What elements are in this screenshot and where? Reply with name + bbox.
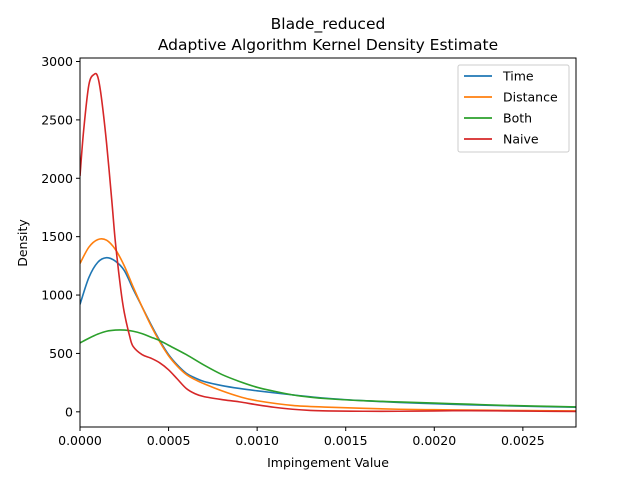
legend-frame <box>457 64 570 153</box>
y-tick-label: 2500 <box>41 112 73 127</box>
y-tick-label: 500 <box>49 346 73 361</box>
y-axis-label: Density <box>15 219 30 267</box>
x-tick-label: 0.0025 <box>501 433 545 448</box>
y-tick-label: 0 <box>65 404 73 419</box>
y-tick-label: 3000 <box>41 54 73 69</box>
x-axis-ticks: 0.0000 0.0005 0.0010 0.0015 0.0020 0.0025 <box>58 427 545 448</box>
x-tick-label: 0.0020 <box>412 433 456 448</box>
chart-title: Blade_reduced <box>271 15 386 34</box>
y-axis-ticks: 0 500 1000 1500 2000 2500 3000 <box>41 54 80 419</box>
y-tick-label: 2000 <box>41 171 73 186</box>
x-axis-label: Impingement Value <box>267 455 389 470</box>
plot-frame <box>79 57 577 428</box>
series-line-distance <box>80 238 576 412</box>
x-tick-label: 0.0000 <box>58 433 102 448</box>
series-line-naive <box>80 72 576 413</box>
y-tick-label: 1500 <box>41 229 73 244</box>
legend-label-time: Time <box>502 69 534 84</box>
chart-subtitle: Adaptive Algorithm Kernel Density Estima… <box>158 36 498 54</box>
legend-items: Time Distance Both Naive <box>464 69 558 147</box>
legend: Time Distance Both Naive <box>457 64 570 153</box>
x-tick-label: 0.0010 <box>235 433 279 448</box>
x-tick-label: 0.0015 <box>324 433 368 448</box>
series-line-both <box>80 329 576 408</box>
legend-label-naive: Naive <box>503 132 539 147</box>
series-lines <box>80 72 576 413</box>
legend-label-both: Both <box>503 111 532 126</box>
legend-label-distance: Distance <box>503 90 558 105</box>
y-tick-label: 1000 <box>41 288 73 303</box>
x-tick-label: 0.0005 <box>147 433 191 448</box>
